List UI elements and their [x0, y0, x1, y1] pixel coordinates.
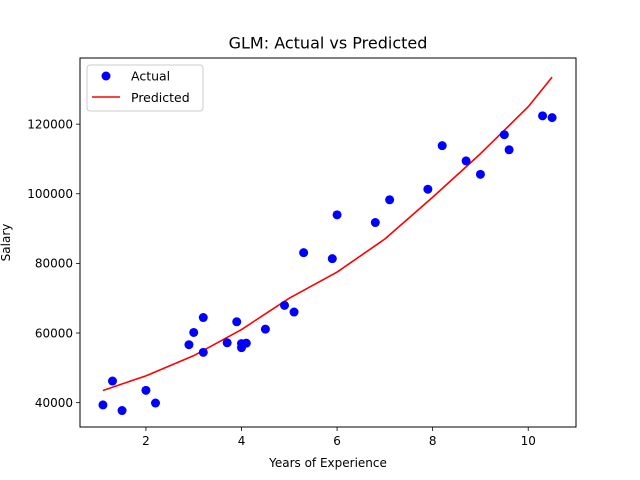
actual-points-layer [98, 111, 557, 416]
actual-point [198, 347, 208, 357]
actual-point [475, 169, 485, 179]
actual-point [241, 338, 251, 348]
actual-point [260, 324, 270, 334]
x-axis-ticks: 2 4 6 8 10 [142, 427, 536, 448]
actual-point [280, 300, 290, 310]
actual-point [289, 307, 299, 317]
y-tick-label: 80000 [35, 257, 73, 271]
actual-point [141, 385, 151, 395]
legend-actual-marker [101, 71, 111, 81]
actual-point [151, 398, 160, 408]
legend: Actual Predicted [86, 64, 204, 112]
actual-point [198, 313, 208, 323]
actual-point [189, 327, 199, 337]
predicted-line-layer [102, 76, 553, 392]
actual-point [461, 156, 471, 166]
actual-point [499, 130, 509, 140]
y-axis-ticks: 40000 60000 80000 100000 120000 [27, 117, 80, 410]
actual-point [370, 218, 380, 228]
actual-point [504, 145, 514, 155]
actual-point [538, 111, 548, 121]
plot-area [98, 76, 557, 416]
actual-point [117, 406, 127, 416]
actual-point [385, 195, 395, 205]
x-tick-label: 8 [429, 434, 437, 448]
legend-actual-label: Actual [131, 69, 170, 84]
y-axis-label: Salary [0, 224, 13, 262]
actual-point [423, 184, 433, 194]
legend-predicted-label: Predicted [131, 90, 190, 105]
chart-title: GLM: Actual vs Predicted [229, 34, 428, 53]
actual-point [232, 317, 242, 327]
x-tick-label: 6 [333, 434, 341, 448]
x-axis-label: Years of Experience [268, 456, 387, 470]
x-tick-label: 4 [238, 434, 246, 448]
actual-point [437, 141, 447, 151]
actual-point [299, 248, 309, 258]
actual-point [184, 340, 194, 350]
axes-frame [79, 57, 577, 428]
y-tick-label: 40000 [35, 396, 73, 410]
y-tick-label: 120000 [27, 117, 73, 131]
actual-point [98, 400, 108, 410]
actual-point [547, 113, 557, 123]
actual-point [107, 376, 117, 386]
x-tick-label: 10 [521, 434, 536, 448]
y-tick-label: 60000 [35, 326, 73, 340]
y-tick-label: 100000 [27, 187, 73, 201]
predicted-line [102, 76, 553, 392]
actual-point [332, 210, 342, 220]
actual-point [327, 254, 337, 264]
actual-point [222, 338, 232, 348]
legend-box [86, 64, 204, 112]
x-tick-label: 2 [142, 434, 150, 448]
